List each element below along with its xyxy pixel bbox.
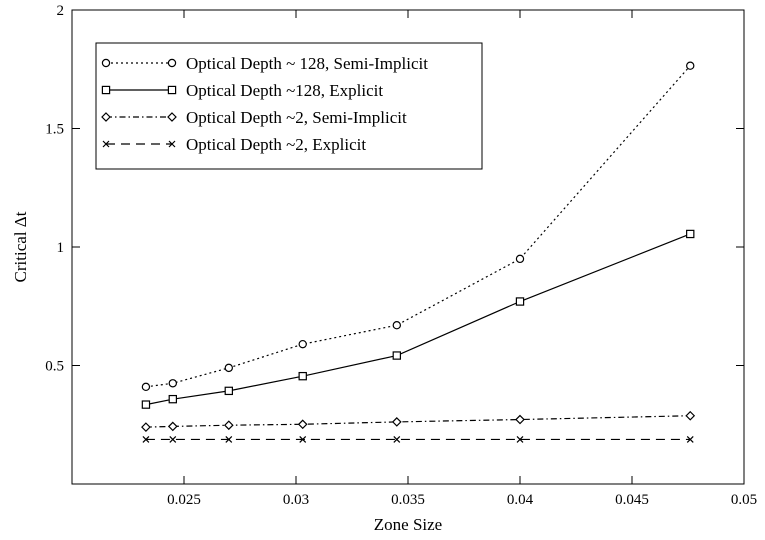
data-point xyxy=(686,436,694,443)
data-point xyxy=(393,436,401,443)
legend-entry: Optical Depth ~128, Explicit xyxy=(101,81,383,100)
y-tick-label: 0.5 xyxy=(45,359,64,375)
legend-marker xyxy=(102,140,110,148)
data-point xyxy=(141,422,151,432)
data-point xyxy=(224,363,233,373)
data-point xyxy=(686,61,695,70)
legend-marker xyxy=(167,58,177,68)
legend-entry: Optical Depth ~ 128, Semi-Implicit xyxy=(101,54,428,73)
x-axis-ticks: 0.025 0.03 0.035 0.04 0.045 0.05 xyxy=(167,10,757,508)
legend-marker xyxy=(167,112,177,122)
legend-entry: Optical Depth ~2, Explicit xyxy=(102,135,366,154)
data-point xyxy=(391,417,402,427)
legend-marker xyxy=(101,85,111,95)
data-point xyxy=(298,371,307,381)
data-point xyxy=(167,421,178,432)
data-point xyxy=(168,379,177,388)
series-3 xyxy=(141,410,696,432)
data-point xyxy=(515,254,525,264)
data-point xyxy=(224,386,233,396)
x-axis-label: Zone Size xyxy=(374,515,442,534)
y-tick-label: 1 xyxy=(57,240,65,256)
legend-label: Optical Depth ~2, Explicit xyxy=(186,135,366,154)
data-point xyxy=(685,410,696,421)
data-point xyxy=(516,436,524,443)
x-tick-label: 0.04 xyxy=(507,492,534,508)
x-tick-label: 0.035 xyxy=(391,492,425,508)
legend-marker xyxy=(167,85,177,95)
data-point xyxy=(686,229,695,239)
x-tick-label: 0.03 xyxy=(283,492,309,508)
legend-marker xyxy=(168,140,176,148)
y-tick-label: 1.5 xyxy=(45,122,64,138)
data-point xyxy=(168,394,177,404)
data-point xyxy=(169,436,177,443)
data-point xyxy=(297,419,308,430)
legend-marker xyxy=(101,112,111,122)
x-tick-label: 0.025 xyxy=(167,492,201,508)
series-1 xyxy=(141,61,695,392)
x-tick-label: 0.045 xyxy=(615,492,649,508)
x-tick-label: 0.05 xyxy=(731,492,757,508)
y-tick-label: 2 xyxy=(57,3,65,19)
legend-label: Optical Depth ~ 128, Semi-Implicit xyxy=(186,54,428,73)
y-axis-label: Critical Δt xyxy=(11,211,30,282)
legend-label: Optical Depth ~128, Explicit xyxy=(186,81,383,100)
legend-marker xyxy=(101,58,111,68)
legend-label: Optical Depth ~2, Semi-Implicit xyxy=(186,108,407,127)
legend: Optical Depth ~ 128, Semi-Implicit Optica… xyxy=(95,42,483,170)
y-axis-ticks: 0.5 1 1.5 2 xyxy=(45,3,744,375)
data-point xyxy=(223,420,234,431)
data-point xyxy=(298,339,307,349)
data-point xyxy=(225,436,233,443)
data-point xyxy=(141,400,151,409)
series-2 xyxy=(141,229,695,409)
series-layer xyxy=(141,61,696,443)
data-point xyxy=(515,414,525,425)
series-line xyxy=(145,233,691,406)
legend-box xyxy=(95,42,483,170)
legend-entry: Optical Depth ~2, Semi-Implicit xyxy=(101,108,407,127)
data-point xyxy=(515,297,525,306)
data-point xyxy=(392,351,402,360)
data-point xyxy=(142,436,150,443)
data-point xyxy=(141,382,151,392)
data-point xyxy=(392,321,401,330)
data-point xyxy=(299,436,307,443)
series-4 xyxy=(142,436,694,443)
